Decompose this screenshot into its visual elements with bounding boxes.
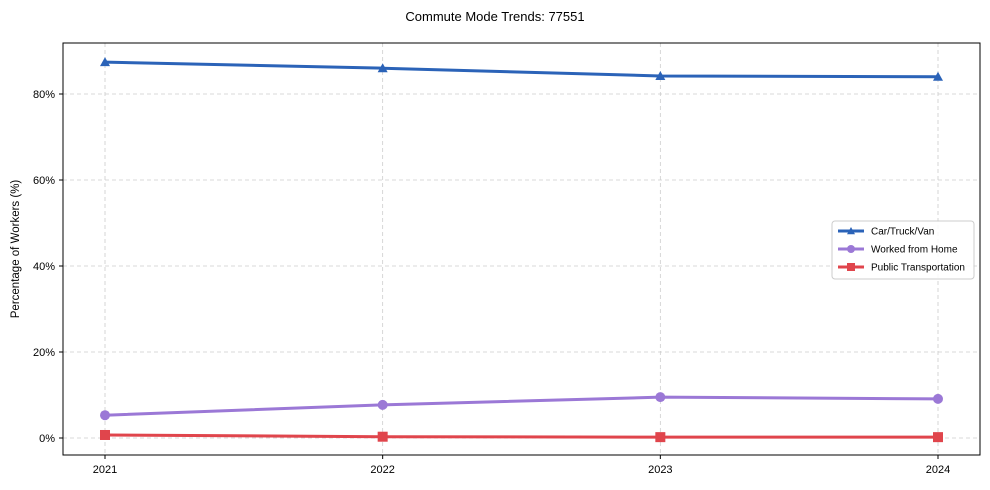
legend-label: Worked from Home (871, 245, 958, 256)
series-line (104, 395, 939, 417)
data-series (100, 57, 943, 443)
x-axis-ticks: 2021 2022 2023 2024 (93, 455, 950, 476)
square-marker (847, 263, 855, 271)
x-tick-label: 2024 (926, 464, 950, 476)
series-line (104, 60, 939, 79)
legend: Car/Truck/Van Worked from Home Public Tran… (831, 220, 975, 280)
legend-item: Worked from Home (838, 245, 958, 256)
y-tick-label: 0% (39, 433, 55, 445)
y-tick-label: 40% (33, 261, 55, 273)
y-tick-label: 80% (33, 89, 55, 101)
x-tick-label: 2022 (370, 464, 394, 476)
plot-area-frame (62, 42, 981, 456)
x-tick-label: 2021 (93, 464, 117, 476)
x-tick-label: 2023 (648, 464, 672, 476)
square-marker (377, 431, 388, 442)
legend-label: Car/Truck/Van (871, 227, 934, 238)
series-car-truck-van (100, 57, 943, 81)
triangle-marker (377, 63, 388, 73)
circle-marker (847, 245, 855, 253)
circle-marker (377, 399, 388, 410)
triangle-marker (847, 227, 855, 235)
y-axis-label: Percentage of Workers (%) (10, 180, 22, 319)
circle-marker (655, 392, 666, 403)
y-tick-label: 20% (33, 347, 55, 359)
y-axis-ticks: 0% 20% 40% 60% 80% (33, 89, 63, 445)
series-worked-from-home (100, 392, 943, 421)
series-line (104, 433, 938, 439)
triangle-marker (655, 70, 666, 80)
triangle-marker (933, 71, 943, 81)
series-public-transportation (100, 429, 943, 443)
legend-label: Public Transportation (871, 263, 965, 274)
triangle-marker (100, 57, 110, 67)
square-marker (655, 432, 666, 443)
circle-marker (933, 393, 943, 404)
legend-item: Car/Truck/Van (838, 227, 934, 238)
square-marker (100, 429, 110, 440)
square-marker (933, 432, 943, 443)
circle-marker (100, 410, 110, 421)
y-tick-label: 60% (33, 175, 55, 187)
chart-title: Commute Mode Trends: 77551 (405, 9, 585, 24)
legend-box (831, 220, 975, 280)
legend-item: Public Transportation (838, 263, 965, 274)
